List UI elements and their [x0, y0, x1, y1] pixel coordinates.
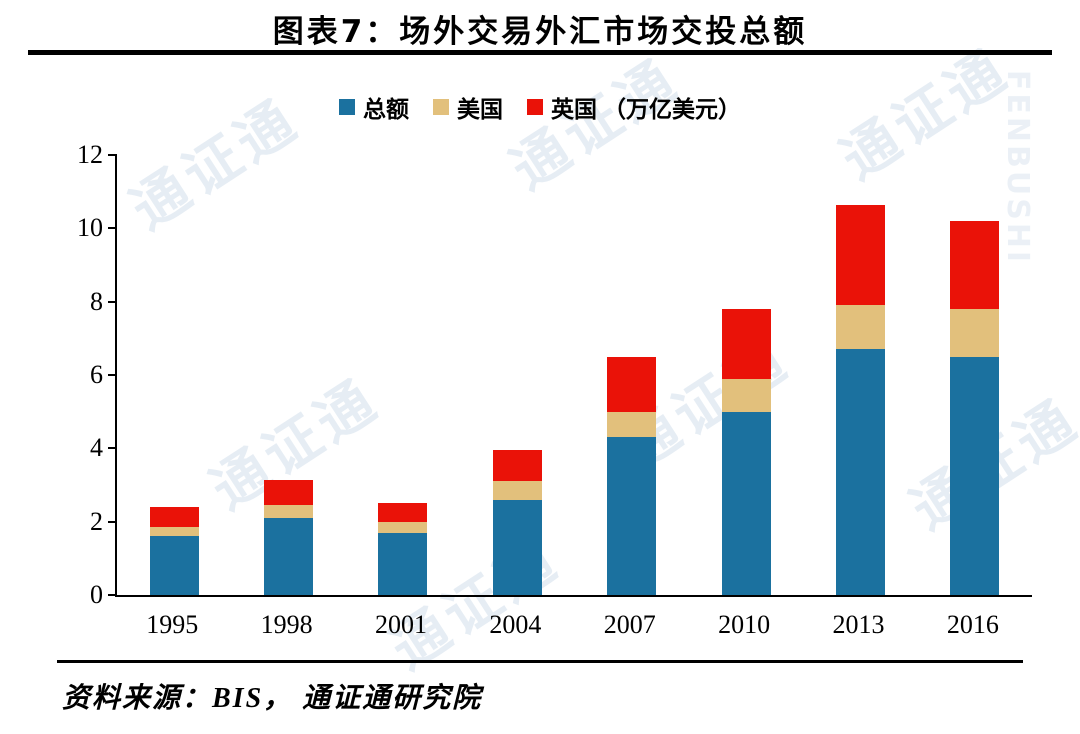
bar-2010	[721, 309, 771, 595]
bar-segment-2001	[378, 532, 428, 595]
bar-slot	[460, 155, 574, 595]
bar-segment-2010	[721, 378, 771, 412]
bar-segment-2004	[492, 450, 542, 482]
x-axis-label: 1998	[260, 610, 313, 639]
bar-slot	[575, 155, 689, 595]
legend-swatch-icon	[339, 99, 355, 115]
legend-swatch-icon	[433, 99, 449, 115]
bar-2016	[950, 221, 1000, 595]
title-divider	[28, 50, 1052, 55]
bar-segment-2004	[492, 499, 542, 595]
legend-label: 总额	[363, 97, 409, 123]
y-axis-tick-label: 8	[90, 286, 103, 316]
bar-segment-2004	[492, 481, 542, 500]
bar-slot	[803, 155, 917, 595]
x-axis-labels: 1995 1998 2001 2004 2007 2010 2013 2016	[115, 610, 1030, 640]
y-axis-tick-mark	[108, 594, 117, 596]
y-axis-tick-label: 12	[77, 140, 103, 169]
footer-divider	[57, 660, 1023, 663]
bar-segment-2016	[950, 356, 1000, 595]
bar-segment-1998	[264, 518, 314, 595]
bar-2001	[378, 503, 428, 595]
bar-segment-1998	[264, 479, 314, 506]
y-axis-tick-mark	[108, 374, 117, 376]
bar-segment-2013	[835, 204, 885, 306]
x-axis-label: 2016	[946, 610, 999, 639]
y-axis-tick-label: 2	[90, 506, 103, 536]
bar-segment-2016	[950, 221, 1000, 310]
y-axis-tick-label: 4	[90, 433, 103, 463]
legend-item-1: 总额	[339, 90, 409, 124]
bar-slot	[117, 155, 231, 595]
bar-segment-2007	[607, 411, 657, 438]
y-axis-tick-mark	[108, 300, 117, 303]
bar-segment-2007	[607, 437, 657, 595]
legend-label: 英国	[551, 97, 597, 123]
bar-segment-2001	[378, 521, 428, 533]
y-axis-tick-mark	[108, 447, 117, 450]
x-axis-label: 2007	[603, 610, 656, 639]
chart-title: 图表7：场外交易外汇市场交投总额	[272, 14, 808, 50]
x-axis-label: 2013	[832, 610, 885, 639]
bar-2004	[492, 450, 542, 595]
x-axis-label: 2010	[718, 610, 771, 639]
bar-segment-1998	[264, 505, 314, 518]
bar-segment-2007	[607, 356, 657, 412]
bar-slot	[918, 155, 1032, 595]
legend-item-3: 英国	[527, 90, 597, 124]
y-axis-tick-mark	[108, 154, 117, 156]
bar-segment-2013	[835, 349, 885, 595]
bar-segment-2001	[378, 503, 428, 522]
y-axis-tick-mark	[108, 520, 117, 523]
bar-segment-1995	[149, 527, 199, 537]
bar-segment-1995	[149, 536, 199, 595]
y-axis-tick-label: 6	[90, 360, 103, 389]
bar-1995	[149, 507, 199, 595]
source-text: 资料来源：BIS， 通证通研究院	[62, 683, 483, 714]
bar-2013	[835, 204, 885, 595]
legend: 总额 美国 英国 （万亿美元）	[0, 90, 1080, 124]
y-axis-tick-label: 10	[77, 213, 103, 243]
chart-area: 0 2 4 6 8 10 12 1995 1998 2001 2004 2007 2010 2013 20…	[55, 140, 1035, 652]
bar-segment-2010	[721, 411, 771, 595]
bar-1998	[264, 479, 314, 595]
bar-2007	[607, 356, 657, 595]
legend-unit-label: （万亿美元）	[603, 97, 741, 123]
bar-segment-2016	[950, 309, 1000, 357]
bar-segment-1995	[149, 507, 199, 528]
bar-segment-2013	[835, 305, 885, 350]
x-axis-label: 2001	[374, 610, 427, 639]
y-axis-tick-label: 0	[90, 580, 103, 609]
x-axis-label: 2004	[489, 610, 542, 639]
x-axis-label: 1995	[146, 610, 199, 639]
bar-slot	[231, 155, 345, 595]
bar-slot	[689, 155, 803, 595]
y-axis: 0 2 4 6 8 10 12	[55, 142, 103, 608]
legend-label: 美国	[457, 97, 503, 123]
legend-item-2: 美国	[433, 90, 503, 124]
plot-area	[108, 154, 1032, 597]
bar-slot	[346, 155, 460, 595]
legend-swatch-icon	[527, 99, 543, 115]
bar-segment-2010	[721, 309, 771, 379]
y-axis-tick-mark	[108, 227, 117, 230]
